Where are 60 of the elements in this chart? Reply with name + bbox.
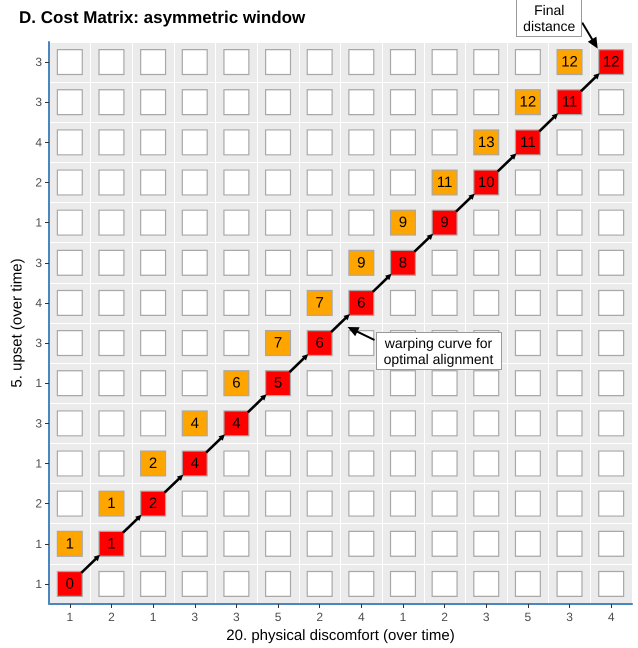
data-label: 6 [232,374,241,392]
y-tick-label: 3 [35,55,42,70]
x-tick-label: 3 [191,610,198,624]
x-tick-label: 1 [66,610,74,624]
text: Final distance [516,0,582,38]
y-tick-label: 1 [35,216,42,230]
y-tick-label: 3 [35,336,42,350]
data-label: 6 [357,294,366,312]
x-tick-label: 5 [524,610,532,624]
data-label: 1 [107,495,116,512]
data-label: 12 [561,54,578,71]
x-tick-label: 2 [316,610,324,624]
y-tick-label: 1 [35,376,42,390]
data-label: 4 [232,414,241,432]
data-label: 9 [398,214,408,232]
y-tick-label: 3 [35,416,42,430]
x-tick-label: 3 [482,610,490,624]
data-label: 12 [602,54,620,71]
data-label: 7 [316,294,324,312]
data-label: 10 [478,174,495,191]
x-tick-label: 3 [566,610,574,624]
x-tick-label: 4 [608,610,615,624]
data-label: 0 [66,575,74,592]
x-tick-label: 1 [400,610,407,624]
y-tick-label: 1 [35,536,42,551]
x-tick-label: 2 [441,610,448,624]
data-label: 11 [562,94,578,111]
y-tick-label: 3 [35,95,42,110]
data-label: 1 [107,535,116,552]
data-label: 8 [398,254,408,272]
data-label: 9 [440,214,449,232]
x-axis-title: 20. physical discomfort (over time) [226,627,455,644]
data-label: 13 [478,134,495,151]
data-label: 4 [190,455,199,472]
x-tick-label: 2 [108,610,116,624]
x-tick-label: 4 [358,610,365,624]
y-tick-label: 2 [35,496,42,511]
annotation: warping curve for optimal alignment [376,332,502,370]
y-tick-label: 4 [35,135,42,150]
data-label: 12 [520,94,536,111]
y-tick-label: 3 [35,256,42,270]
x-tick-label: 1 [150,610,157,624]
x-tick-label: 5 [274,610,282,624]
data-label: 11 [520,134,536,151]
y-tick-label: 2 [35,176,42,190]
y-tick-label: 4 [35,296,42,310]
data-label: 9 [357,254,366,272]
data-label: 4 [190,414,199,432]
data-label: 7 [274,334,282,352]
data-label: 2 [148,495,158,512]
y-tick-label: 1 [35,576,42,591]
x-tick-label: 3 [233,610,240,624]
y-axis-title: 5. upset (over time) [8,258,26,388]
data-label: 11 [436,174,452,191]
chart-title: D. Cost Matrix: asymmetric window [19,8,306,27]
y-tick-label: 1 [35,456,42,470]
data-label: 5 [274,374,282,392]
data-label: 6 [316,334,324,352]
data-label: 1 [66,535,74,552]
data-label: 2 [148,455,158,472]
